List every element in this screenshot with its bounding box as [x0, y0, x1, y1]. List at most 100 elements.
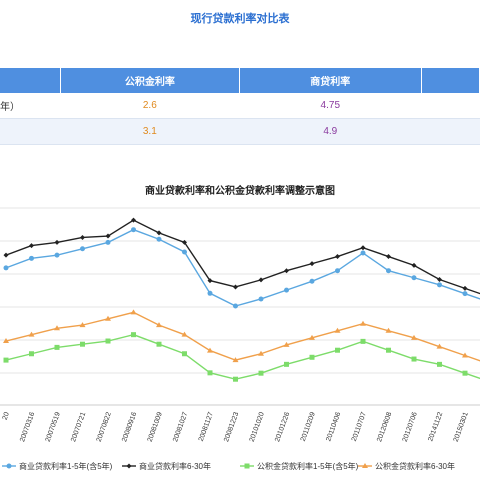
legend-label: 商业贷款利率6-30年	[139, 461, 211, 471]
x-tick-label: 20110406	[325, 411, 342, 442]
data-point	[462, 285, 468, 291]
x-tick-label: 20141122	[427, 411, 444, 442]
x-tick-label: 20081009	[147, 411, 164, 443]
table-cell-gjj: 3.1	[60, 118, 240, 145]
data-point	[385, 327, 392, 333]
data-point	[360, 245, 366, 251]
data-point	[462, 370, 468, 376]
x-tick-label: 20070316	[19, 411, 36, 443]
table-row-label	[0, 118, 61, 145]
data-point	[360, 320, 366, 326]
data-point	[462, 352, 468, 358]
data-point	[131, 227, 136, 233]
data-point	[284, 361, 289, 367]
data-point	[29, 255, 34, 261]
legend-label: 商业贷款利率1-5年(含5年)	[19, 461, 113, 471]
data-point	[232, 357, 239, 363]
data-point	[411, 275, 417, 281]
data-point	[181, 331, 188, 337]
data-point	[309, 354, 315, 360]
data-point	[131, 217, 136, 223]
data-point	[360, 338, 366, 344]
chart-title: 商业贷款利率和公积金贷款利率调整示意图	[145, 186, 335, 197]
data-point	[436, 343, 443, 349]
table-header-row: 公积金利率 商贷利率	[0, 68, 480, 93]
table-row: 3.1 4.9	[0, 118, 480, 145]
table-cell	[421, 118, 480, 145]
data-point	[386, 347, 391, 353]
data-point	[386, 268, 391, 274]
x-tick-label: 20120608	[376, 411, 393, 443]
series-line	[5, 219, 480, 295]
data-point	[411, 334, 417, 340]
x-tick-label: 20101020	[249, 411, 266, 443]
data-point	[437, 282, 442, 288]
table-row-label: 年）	[0, 93, 61, 119]
data-point	[29, 243, 34, 249]
data-point	[28, 331, 35, 337]
data-point	[130, 309, 137, 315]
data-point	[207, 290, 213, 296]
table-cell-sy: 4.9	[239, 118, 422, 145]
legend-marker	[6, 463, 12, 469]
data-point	[80, 341, 85, 347]
data-point	[105, 315, 111, 321]
table-header-cell	[0, 68, 61, 93]
table-row: 年） 2.6 4.75	[0, 93, 480, 119]
x-tick-label: 20120706	[402, 411, 419, 443]
x-tick-label: 20081127	[198, 411, 215, 442]
data-point	[309, 334, 315, 340]
data-point	[334, 327, 341, 333]
legend-marker	[126, 463, 132, 469]
data-point	[54, 325, 60, 331]
data-point	[335, 268, 340, 274]
table-header-gjj: 公积金利率	[60, 68, 241, 93]
table-cell-sy: 4.75	[239, 93, 422, 119]
legend-marker	[362, 463, 368, 468]
data-point	[131, 332, 136, 338]
legend-marker	[244, 463, 250, 469]
data-point	[156, 341, 162, 347]
data-point	[182, 351, 187, 357]
data-point	[258, 370, 264, 376]
x-tick-label: 20081027	[172, 411, 189, 443]
x-tick-label: 20150301	[453, 411, 470, 443]
data-point	[105, 338, 111, 344]
x-tick-label: 20080916	[121, 411, 138, 443]
data-point	[258, 350, 264, 356]
data-point	[3, 338, 9, 344]
data-point	[80, 234, 85, 240]
table-cell-gjj: 2.6	[60, 93, 240, 119]
data-point	[29, 351, 34, 357]
data-point	[258, 296, 264, 302]
data-point	[309, 278, 315, 284]
x-tick-label: 20070822	[96, 411, 113, 443]
table-cell	[421, 93, 480, 119]
series-line	[5, 311, 480, 362]
x-tick-label: 20101226	[274, 411, 291, 443]
data-point	[258, 277, 264, 283]
data-point	[411, 262, 417, 268]
data-point	[360, 250, 366, 256]
data-point	[3, 357, 9, 363]
data-point	[437, 361, 442, 367]
data-point	[182, 249, 187, 255]
data-point	[309, 261, 315, 267]
data-point	[54, 344, 60, 350]
x-tick-label: 20	[2, 411, 11, 421]
data-point	[284, 287, 289, 293]
table-header-cell	[421, 68, 480, 93]
data-point	[233, 284, 238, 290]
x-tick-label: 20110707	[351, 411, 368, 442]
data-point	[156, 236, 162, 242]
data-point	[284, 268, 289, 274]
legend-label: 公积金贷款利率6-30年	[375, 461, 455, 471]
data-point	[79, 322, 86, 328]
data-point	[462, 291, 468, 297]
x-tick-label: 20081223	[223, 411, 240, 443]
data-point	[233, 376, 238, 382]
data-point	[105, 239, 111, 245]
data-point	[207, 278, 213, 284]
data-point	[156, 230, 162, 236]
series-line	[5, 228, 480, 307]
